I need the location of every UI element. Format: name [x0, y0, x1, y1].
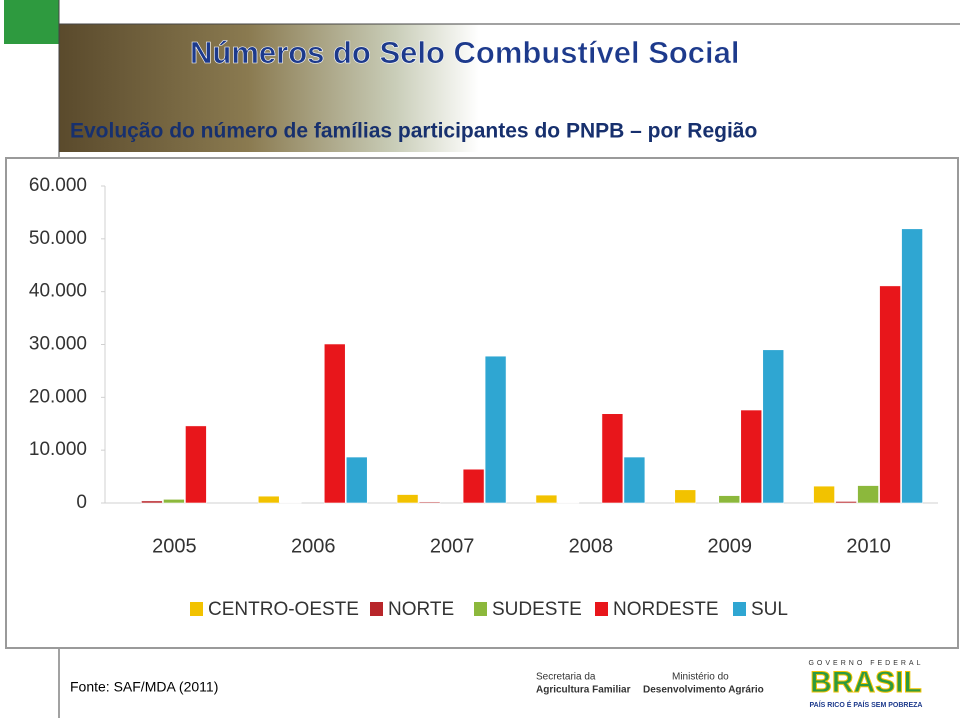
x-tick-label: 2010 — [846, 535, 891, 557]
bar — [762, 349, 785, 504]
legend-swatch — [733, 602, 746, 616]
bar — [740, 409, 763, 504]
bar — [601, 413, 624, 504]
logo-text: GOVERNO FEDERAL — [808, 660, 923, 667]
legend-swatch — [474, 602, 487, 616]
x-tick-label: 2006 — [291, 535, 336, 557]
bar — [141, 500, 163, 504]
x-tick-label: 2005 — [152, 535, 197, 557]
y-tick-label: 50.000 — [29, 228, 87, 249]
bar — [857, 485, 879, 504]
legend-label: SUL — [751, 599, 788, 620]
logo-text: Agricultura Familiar — [536, 685, 631, 696]
x-tick-label: 2008 — [569, 535, 614, 557]
legend-swatch — [370, 602, 383, 616]
slide-subtitle: Evolução do número de famílias participa… — [70, 120, 757, 143]
legend-swatch — [595, 602, 608, 616]
x-tick-label: 2007 — [430, 535, 475, 557]
logo-text: Desenvolvimento Agrário — [643, 685, 764, 696]
bar — [185, 425, 207, 504]
legend-label: CENTRO-OESTE — [208, 599, 359, 620]
bar — [835, 501, 857, 504]
bar — [535, 494, 558, 504]
bar — [257, 495, 280, 504]
photo — [59, 24, 479, 152]
corner-square — [4, 0, 59, 44]
legend-label: NORDESTE — [613, 599, 719, 620]
bar — [462, 468, 485, 504]
bar — [163, 499, 185, 504]
bar — [879, 285, 901, 504]
bar — [323, 343, 346, 504]
bar — [901, 228, 923, 504]
y-tick-label: 0 — [76, 492, 87, 513]
bar — [674, 489, 697, 504]
bar — [623, 456, 646, 504]
x-tick-label: 2009 — [708, 535, 753, 557]
y-tick-label: 20.000 — [29, 386, 87, 407]
source: Fonte: SAF/MDA (2011) — [70, 679, 218, 695]
bar — [279, 502, 302, 504]
bar — [418, 501, 441, 504]
legend-swatch — [190, 602, 203, 616]
legend-label: SUDESTE — [492, 599, 582, 620]
slide-title: Números do Selo Combustível Social — [190, 35, 740, 70]
chart: 0 10.000 20.000 30.000 40.000 50.000 60.000 200… — [29, 175, 938, 620]
y-tick-label: 40.000 — [29, 281, 87, 302]
y-tick-label: 10.000 — [29, 439, 87, 460]
bar — [718, 495, 741, 504]
bar — [396, 494, 419, 504]
chart-frame — [5, 157, 959, 649]
bar — [557, 502, 580, 504]
y-tick-label: 60.000 — [29, 175, 87, 196]
logo-text: Ministério do — [672, 672, 729, 683]
logo-text: Secretaria da — [536, 672, 596, 683]
bar — [813, 485, 835, 504]
legend-label: NORTE — [388, 599, 454, 620]
bar — [484, 355, 507, 504]
bar — [345, 456, 368, 504]
y-tick-label: 30.000 — [29, 334, 87, 355]
logo-text: PAÍS RICO É PAÍS SEM POBREZA — [810, 700, 923, 709]
logo-brasil: BRASIL — [810, 666, 922, 699]
